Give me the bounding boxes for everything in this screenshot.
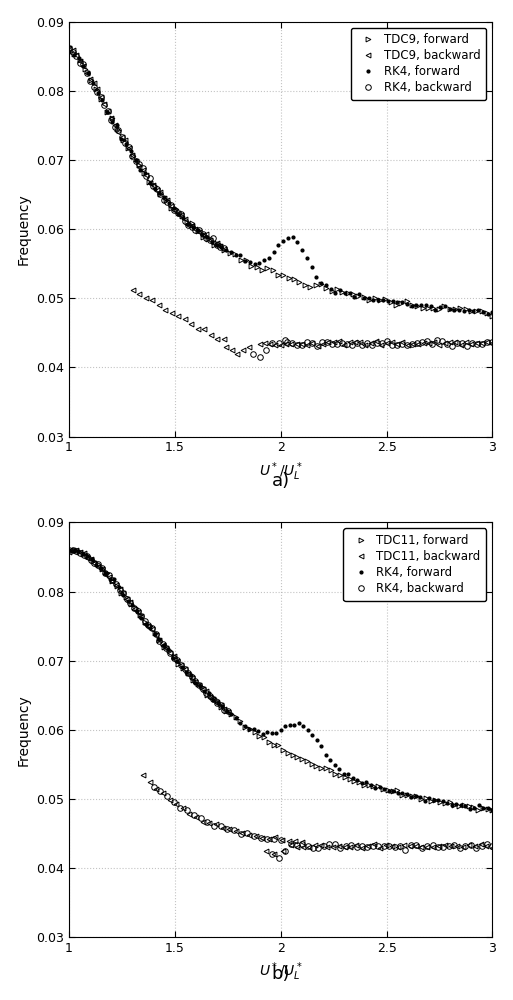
RK4, forward xyxy=(427,300,433,312)
RK4, backward xyxy=(81,549,87,561)
TDC9, backward xyxy=(489,337,496,349)
RK4, backward xyxy=(264,833,270,845)
Legend: TDC9, forward, TDC9, backward, RK4, forward, RK4, backward: TDC9, forward, TDC9, backward, RK4, forw… xyxy=(351,28,486,100)
Line: RK4, forward: RK4, forward xyxy=(66,547,495,812)
RK4, backward xyxy=(489,840,496,852)
Text: b): b) xyxy=(271,965,290,983)
Line: RK4, backward: RK4, backward xyxy=(66,547,495,861)
Y-axis label: Frequency: Frequency xyxy=(16,694,31,766)
TDC11, forward xyxy=(475,804,481,816)
RK4, backward xyxy=(489,336,496,348)
TDC11, forward xyxy=(423,792,429,804)
RK4, forward xyxy=(363,776,369,788)
Line: RK4, backward: RK4, backward xyxy=(66,45,495,360)
RK4, forward xyxy=(489,804,496,816)
Line: TDC9, backward: TDC9, backward xyxy=(67,46,495,356)
RK4, backward xyxy=(354,337,360,349)
TDC9, backward xyxy=(458,339,464,351)
TDC9, backward xyxy=(179,209,185,221)
RK4, backward xyxy=(133,155,139,167)
TDC11, backward xyxy=(131,603,137,615)
RK4, backward xyxy=(263,344,269,356)
RK4, forward xyxy=(143,618,149,630)
TDC11, forward xyxy=(432,794,439,806)
TDC11, backward xyxy=(412,840,419,852)
Line: TDC9, forward: TDC9, forward xyxy=(67,45,495,318)
RK4, backward xyxy=(66,544,72,556)
TDC11, forward xyxy=(366,779,372,791)
RK4, backward xyxy=(424,840,430,852)
RK4, backward xyxy=(66,42,72,54)
TDC11, backward xyxy=(180,802,186,814)
TDC11, backward xyxy=(271,848,278,860)
RK4, forward xyxy=(418,299,424,311)
Legend: TDC11, forward, TDC11, backward, RK4, forward, RK4, backward: TDC11, forward, TDC11, backward, RK4, fo… xyxy=(343,528,486,601)
TDC9, backward xyxy=(66,42,72,54)
RK4, forward xyxy=(470,305,477,317)
RK4, forward xyxy=(84,550,90,562)
RK4, backward xyxy=(256,351,263,363)
TDC11, backward xyxy=(109,575,115,587)
RK4, backward xyxy=(399,338,405,350)
RK4, backward xyxy=(275,852,282,864)
TDC9, forward xyxy=(339,286,345,298)
RK4, forward xyxy=(489,306,496,318)
X-axis label: $U^*/U^*_L$: $U^*/U^*_L$ xyxy=(259,460,303,483)
TDC9, forward xyxy=(356,290,362,302)
TDC9, forward xyxy=(66,41,72,53)
TDC11, backward xyxy=(66,546,72,558)
TDC11, forward xyxy=(199,681,205,693)
TDC9, backward xyxy=(162,304,168,316)
TDC11, backward xyxy=(424,841,430,853)
TDC9, forward xyxy=(253,261,260,273)
RK4, forward xyxy=(354,774,360,786)
TDC9, forward xyxy=(323,282,329,294)
TDC11, backward xyxy=(371,838,377,850)
RK4, backward xyxy=(271,833,277,845)
TDC9, forward xyxy=(489,310,496,322)
RK4, forward xyxy=(194,224,201,236)
RK4, backward xyxy=(321,840,327,852)
Text: a): a) xyxy=(272,472,290,490)
RK4, backward xyxy=(119,131,125,143)
RK4, forward xyxy=(66,544,72,556)
RK4, forward xyxy=(377,781,383,793)
RK4, backward xyxy=(70,544,76,556)
Line: TDC11, backward: TDC11, backward xyxy=(67,547,495,857)
TDC9, backward xyxy=(479,337,485,349)
Line: RK4, forward: RK4, forward xyxy=(66,49,495,317)
X-axis label: $U^*/U^*_L$: $U^*/U^*_L$ xyxy=(259,961,303,983)
TDC9, backward xyxy=(182,313,188,325)
Line: TDC11, forward: TDC11, forward xyxy=(67,547,495,813)
RK4, backward xyxy=(299,838,305,850)
TDC9, backward xyxy=(234,348,241,360)
RK4, forward xyxy=(66,46,72,58)
RK4, forward xyxy=(381,783,387,795)
TDC9, forward xyxy=(441,300,447,312)
TDC11, forward xyxy=(66,545,72,557)
TDC9, backward xyxy=(325,336,331,348)
RK4, forward xyxy=(485,308,491,320)
TDC11, backward xyxy=(489,842,496,854)
RK4, backward xyxy=(108,114,114,126)
TDC11, forward xyxy=(71,544,77,556)
TDC11, forward xyxy=(128,598,134,610)
TDC11, forward xyxy=(489,804,496,816)
TDC11, backward xyxy=(70,544,76,556)
RK4, forward xyxy=(361,292,367,304)
TDC9, forward xyxy=(318,278,324,290)
Y-axis label: Frequency: Frequency xyxy=(16,193,31,265)
RK4, forward xyxy=(123,138,129,150)
